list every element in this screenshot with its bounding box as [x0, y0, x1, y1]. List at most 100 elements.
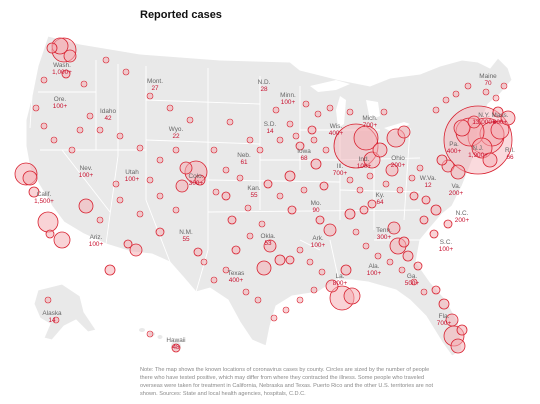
case-bubble	[200, 258, 208, 266]
case-bubble	[374, 252, 382, 260]
case-bubble	[445, 313, 459, 327]
state-name: N.D.	[258, 79, 271, 86]
lake-huron	[366, 100, 380, 120]
case-bubble	[386, 258, 394, 266]
state-case-count: 1,500+	[34, 198, 54, 205]
case-bubble	[285, 255, 295, 265]
case-bubble	[296, 246, 304, 254]
state-name: Wis.	[330, 123, 343, 130]
case-bubble	[32, 104, 40, 112]
state-case-count: 12	[424, 182, 432, 189]
case-bubble	[326, 104, 334, 112]
case-bubble	[112, 180, 120, 188]
state-case-count: 61	[240, 159, 248, 166]
case-bubble	[382, 180, 390, 188]
case-bubble	[307, 125, 317, 135]
state-label: Ga.500+	[405, 273, 420, 287]
case-bubble	[96, 126, 104, 134]
state-case-count: 400+	[329, 130, 344, 137]
case-bubble	[419, 215, 429, 225]
case-bubble	[306, 258, 314, 266]
case-bubble	[482, 152, 498, 168]
case-bubble	[421, 195, 431, 205]
state-name: Mass.	[491, 112, 508, 119]
state-label: Wash.1,000+	[52, 62, 72, 76]
case-bubble	[274, 254, 286, 266]
state-name: Wash.	[53, 62, 71, 69]
case-bubble	[323, 223, 337, 237]
state-name: Ga.	[407, 273, 418, 280]
case-bubble	[46, 42, 58, 54]
case-bubble	[300, 186, 308, 194]
state-name: N.J.	[472, 145, 484, 152]
state-case-count: 100+	[439, 246, 454, 253]
case-bubble	[450, 338, 466, 354]
case-bubble	[443, 219, 453, 229]
state-name: R.I.	[505, 147, 515, 154]
state-name: Nev.	[80, 165, 93, 172]
case-bubble	[155, 227, 165, 237]
case-bubble	[346, 108, 354, 116]
case-bubble	[246, 232, 254, 240]
state-case-count: 53	[264, 240, 272, 247]
state-label: Nev.100+	[79, 165, 94, 179]
state-case-count: 700+	[437, 320, 452, 327]
state-name: Fla.	[439, 313, 450, 320]
state-label: Pa.400+	[447, 141, 462, 155]
state-name: Okla.	[261, 233, 276, 240]
state-name: Pa.	[449, 141, 459, 148]
state-name: S.C.	[440, 239, 453, 246]
map-note: Note: The map shows the known locations …	[140, 367, 434, 397]
case-bubble	[359, 205, 369, 215]
state-label: R.I.66	[505, 147, 515, 161]
case-bubble	[372, 142, 388, 158]
case-bubble	[146, 176, 154, 184]
case-bubble	[146, 92, 154, 100]
case-bubble	[116, 196, 124, 204]
case-bubble	[226, 118, 234, 126]
state-label: Minn.100+	[280, 92, 296, 106]
state-case-count: 100+	[79, 172, 94, 179]
case-bubble	[210, 146, 218, 154]
case-bubble	[244, 204, 252, 212]
case-bubble	[96, 216, 104, 224]
state-case-count: 500+	[405, 280, 420, 287]
case-bubble	[292, 132, 300, 140]
state-name: Neb.	[237, 152, 251, 159]
case-bubble	[430, 204, 442, 216]
case-bubble	[398, 266, 406, 274]
case-bubble	[318, 268, 326, 276]
case-bubble	[122, 68, 130, 76]
case-bubble	[410, 278, 418, 286]
case-bubble	[175, 179, 189, 193]
case-bubble	[436, 154, 448, 166]
case-bubble	[362, 242, 370, 250]
case-bubble	[429, 229, 439, 239]
case-bubble	[352, 228, 360, 236]
case-bubble	[315, 215, 325, 225]
state-case-count: 200+	[391, 162, 406, 169]
case-bubble	[37, 211, 59, 233]
state-name: Maine	[479, 73, 497, 80]
state-label: La.800+	[333, 273, 348, 287]
state-case-count: 100+	[311, 242, 326, 249]
case-bubble	[353, 125, 379, 151]
case-bubble	[282, 306, 290, 314]
state-name: Ohio	[391, 155, 405, 162]
case-bubble	[397, 125, 411, 139]
state-name: Ind.	[359, 156, 370, 163]
case-bubble	[63, 49, 77, 63]
state-label: N.J.1,900+	[468, 145, 488, 159]
state-case-count: 90	[312, 207, 320, 214]
case-bubble	[193, 247, 203, 257]
case-bubble	[212, 188, 220, 196]
case-bubble	[53, 231, 71, 249]
case-bubble	[500, 82, 508, 90]
case-bubble	[222, 266, 230, 274]
case-bubble	[171, 343, 181, 353]
state-label: Ky.64	[376, 192, 385, 206]
case-bubble	[236, 174, 244, 182]
case-bubble	[242, 288, 250, 296]
case-bubble	[52, 316, 60, 324]
